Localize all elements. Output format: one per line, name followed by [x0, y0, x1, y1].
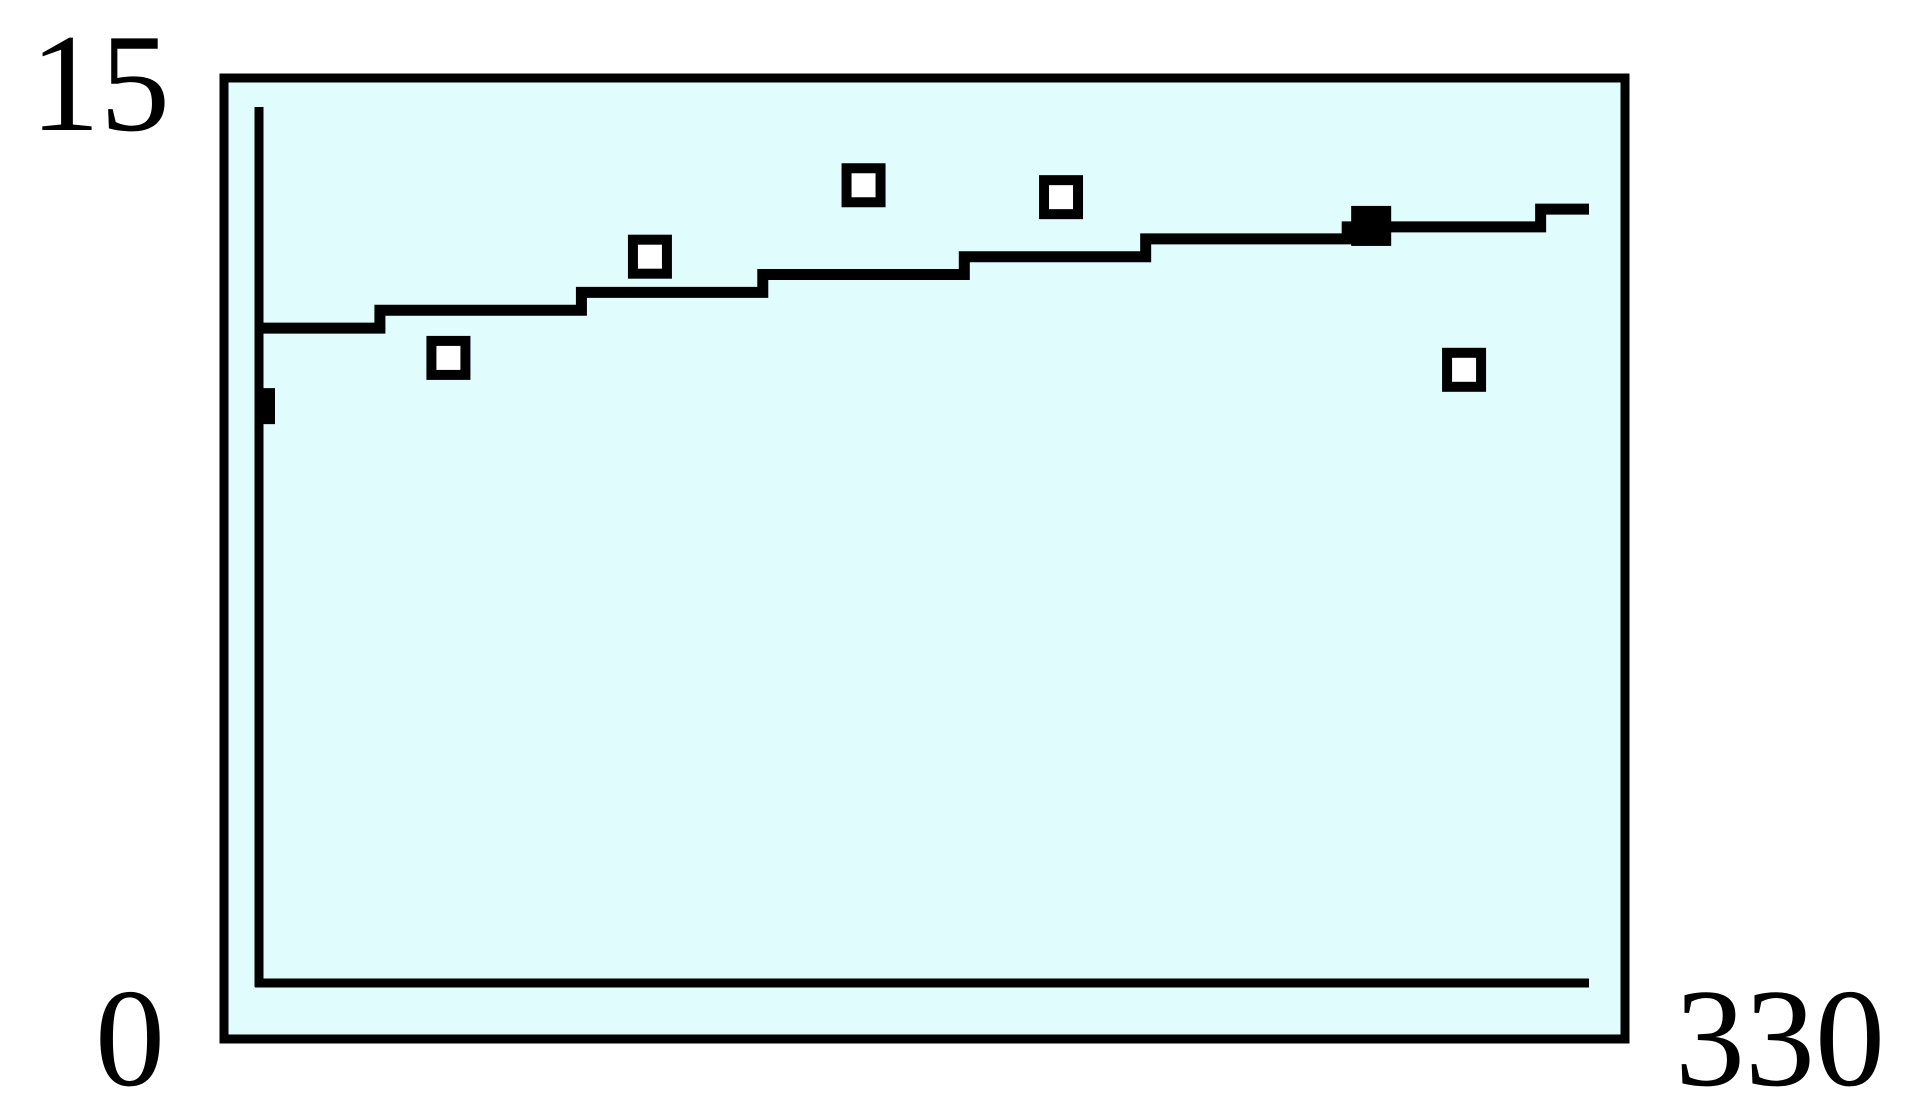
- series-layer: [259, 163, 1589, 425]
- scatter-point: [627, 234, 672, 279]
- scatter-point: [1442, 347, 1487, 392]
- scatter-point: [841, 163, 886, 208]
- scatter-point: [426, 335, 471, 380]
- scatter-point: [1039, 175, 1084, 220]
- step-line-series: [259, 203, 1589, 334]
- x-tick-label-max: 330: [1675, 961, 1885, 1109]
- y-tick-label-max: 15: [30, 6, 170, 161]
- plot-frame: [219, 73, 1630, 1044]
- step-line-filled-marker: [1351, 205, 1392, 246]
- step-line-start-marker: [261, 388, 275, 425]
- y-tick-label-min: 0: [95, 961, 165, 1109]
